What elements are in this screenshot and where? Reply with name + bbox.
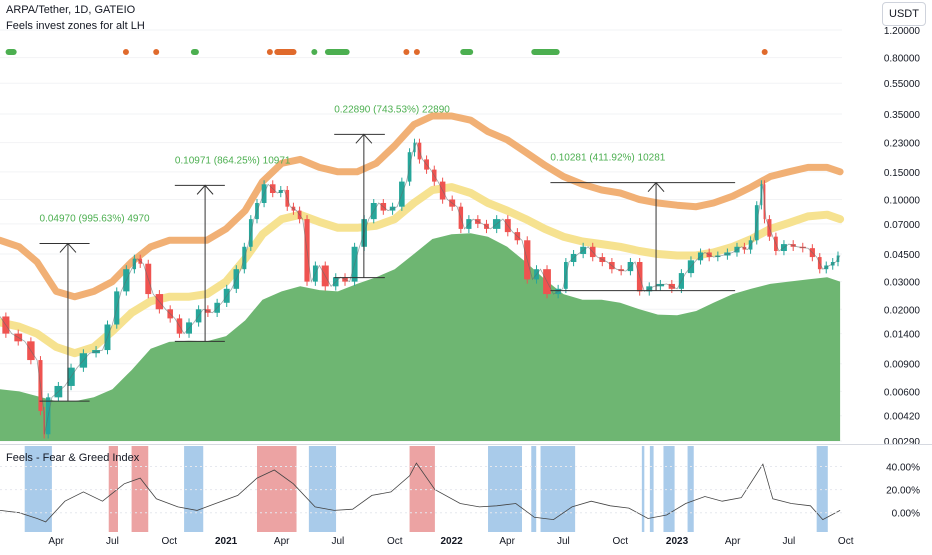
outer-band-line <box>0 112 844 301</box>
lower-panel-title: Feels - Fear & Greed Index <box>6 452 140 464</box>
price-tick-label: 0.01400 <box>884 330 921 341</box>
price-tick-label: 0.07000 <box>884 220 921 231</box>
index-axis: 40.00% 20.00% 0.00% <box>0 463 920 520</box>
support-area <box>0 233 841 441</box>
sentiment-zones <box>24 446 828 532</box>
greed-zone <box>108 446 118 532</box>
time-tick-label: Oct <box>161 536 177 547</box>
index-tick-label: 20.00% <box>886 486 920 497</box>
annotations: 0.04970 (995.63%) 4970 0.10971 (864.25%) … <box>39 104 736 402</box>
fear-zone <box>641 446 645 532</box>
price-tick-label: 0.80000 <box>884 54 921 65</box>
range-arrow-head <box>196 184 214 195</box>
time-tick-label: Apr <box>274 536 290 547</box>
price-line <box>0 141 841 435</box>
price-tick-label: 0.00420 <box>884 412 921 423</box>
price-tick-label: 0.35000 <box>884 110 921 121</box>
price-tick-label: 1.20000 <box>884 26 921 37</box>
currency-button[interactable]: USDT <box>882 2 926 26</box>
time-tick-label: Oct <box>387 536 403 547</box>
signal-dot <box>266 49 273 55</box>
greed-zone <box>131 446 149 532</box>
time-tick-label: Apr <box>725 536 741 547</box>
time-axis: Apr Jul Oct 2021 Apr Jul Oct 2022 Apr Jul Oct 2023 A… <box>48 536 853 547</box>
price-tick-label: 0.03000 <box>884 278 921 289</box>
time-tick-label: Jul <box>782 536 795 547</box>
greed-zone <box>256 446 297 532</box>
signal-dot <box>460 49 474 55</box>
price-tick-label: 0.04500 <box>884 250 921 261</box>
fear-zone <box>488 446 523 532</box>
signal-dot <box>311 49 318 55</box>
signal-dot <box>122 49 129 55</box>
time-tick-label: Jul <box>332 536 345 547</box>
signal-dot <box>190 49 199 55</box>
fear-zone <box>531 446 537 532</box>
price-tick-label: 0.15000 <box>884 168 921 179</box>
range-label: 0.22890 (743.53%) 22890 <box>334 104 450 115</box>
time-tick-label: 2022 <box>440 536 463 547</box>
time-tick-label: Apr <box>499 536 515 547</box>
signal-dots <box>5 49 768 55</box>
signal-dot <box>5 49 17 55</box>
range-label: 0.10281 (411.92%) 10281 <box>550 153 665 164</box>
fear-zone <box>540 446 576 532</box>
fear-zone <box>184 446 204 532</box>
time-tick-label: Jul <box>106 536 119 547</box>
fear-zone <box>24 446 52 532</box>
price-tick-label: 0.02000 <box>884 305 921 316</box>
signal-dot <box>153 49 160 55</box>
fear-zone <box>663 446 675 532</box>
range-arrow-head <box>355 133 373 144</box>
fear-greed-line <box>0 462 841 523</box>
price-tick-label: 0.23000 <box>884 139 921 150</box>
inner-band-line <box>0 183 845 358</box>
price-tick-label: 0.55000 <box>884 79 921 90</box>
range-arrow-head <box>647 181 665 192</box>
price-tick-label: 0.00900 <box>884 360 921 371</box>
signal-dot <box>324 49 350 55</box>
signal-dot <box>531 49 560 55</box>
price-tick-label: 0.10000 <box>884 195 921 206</box>
range-label: 0.04970 (995.63%) 4970 <box>40 213 151 224</box>
signal-dot <box>413 49 420 55</box>
price-tick-label: 0.00290 <box>884 437 921 448</box>
time-tick-label: Apr <box>48 536 64 547</box>
time-tick-label: Oct <box>612 536 628 547</box>
main-price-axis: 1.20000 0.80000 0.55000 0.35000 0.23000 0.150… <box>884 26 921 448</box>
index-tick-label: 40.00% <box>886 463 920 474</box>
price-series <box>0 138 841 439</box>
fear-zone <box>816 446 828 532</box>
fear-zone <box>308 446 337 532</box>
inner-band <box>0 183 845 358</box>
index-line <box>0 462 841 523</box>
signal-dot <box>274 49 297 55</box>
range-arrow-head <box>59 242 77 253</box>
fear-zone <box>687 446 694 532</box>
indicator-title: Feels invest zones for alt LH <box>6 20 145 32</box>
greed-zone <box>409 446 435 532</box>
support-area-fill <box>0 233 841 441</box>
time-tick-label: Oct <box>838 536 854 547</box>
time-tick-label: Jul <box>557 536 570 547</box>
index-tick-label: 0.00% <box>892 509 920 520</box>
time-tick-label: 2023 <box>666 536 689 547</box>
fear-zone <box>649 446 654 532</box>
outer-band <box>0 112 844 301</box>
signal-dot <box>403 49 410 55</box>
range-label: 0.10971 (864.25%) 10971 <box>175 155 291 166</box>
symbol-title: ARPA/Tether, 1D, GATEIO <box>6 4 136 16</box>
signal-dot <box>761 49 768 55</box>
price-tick-label: 0.00600 <box>884 387 921 398</box>
time-tick-label: 2021 <box>215 536 238 547</box>
